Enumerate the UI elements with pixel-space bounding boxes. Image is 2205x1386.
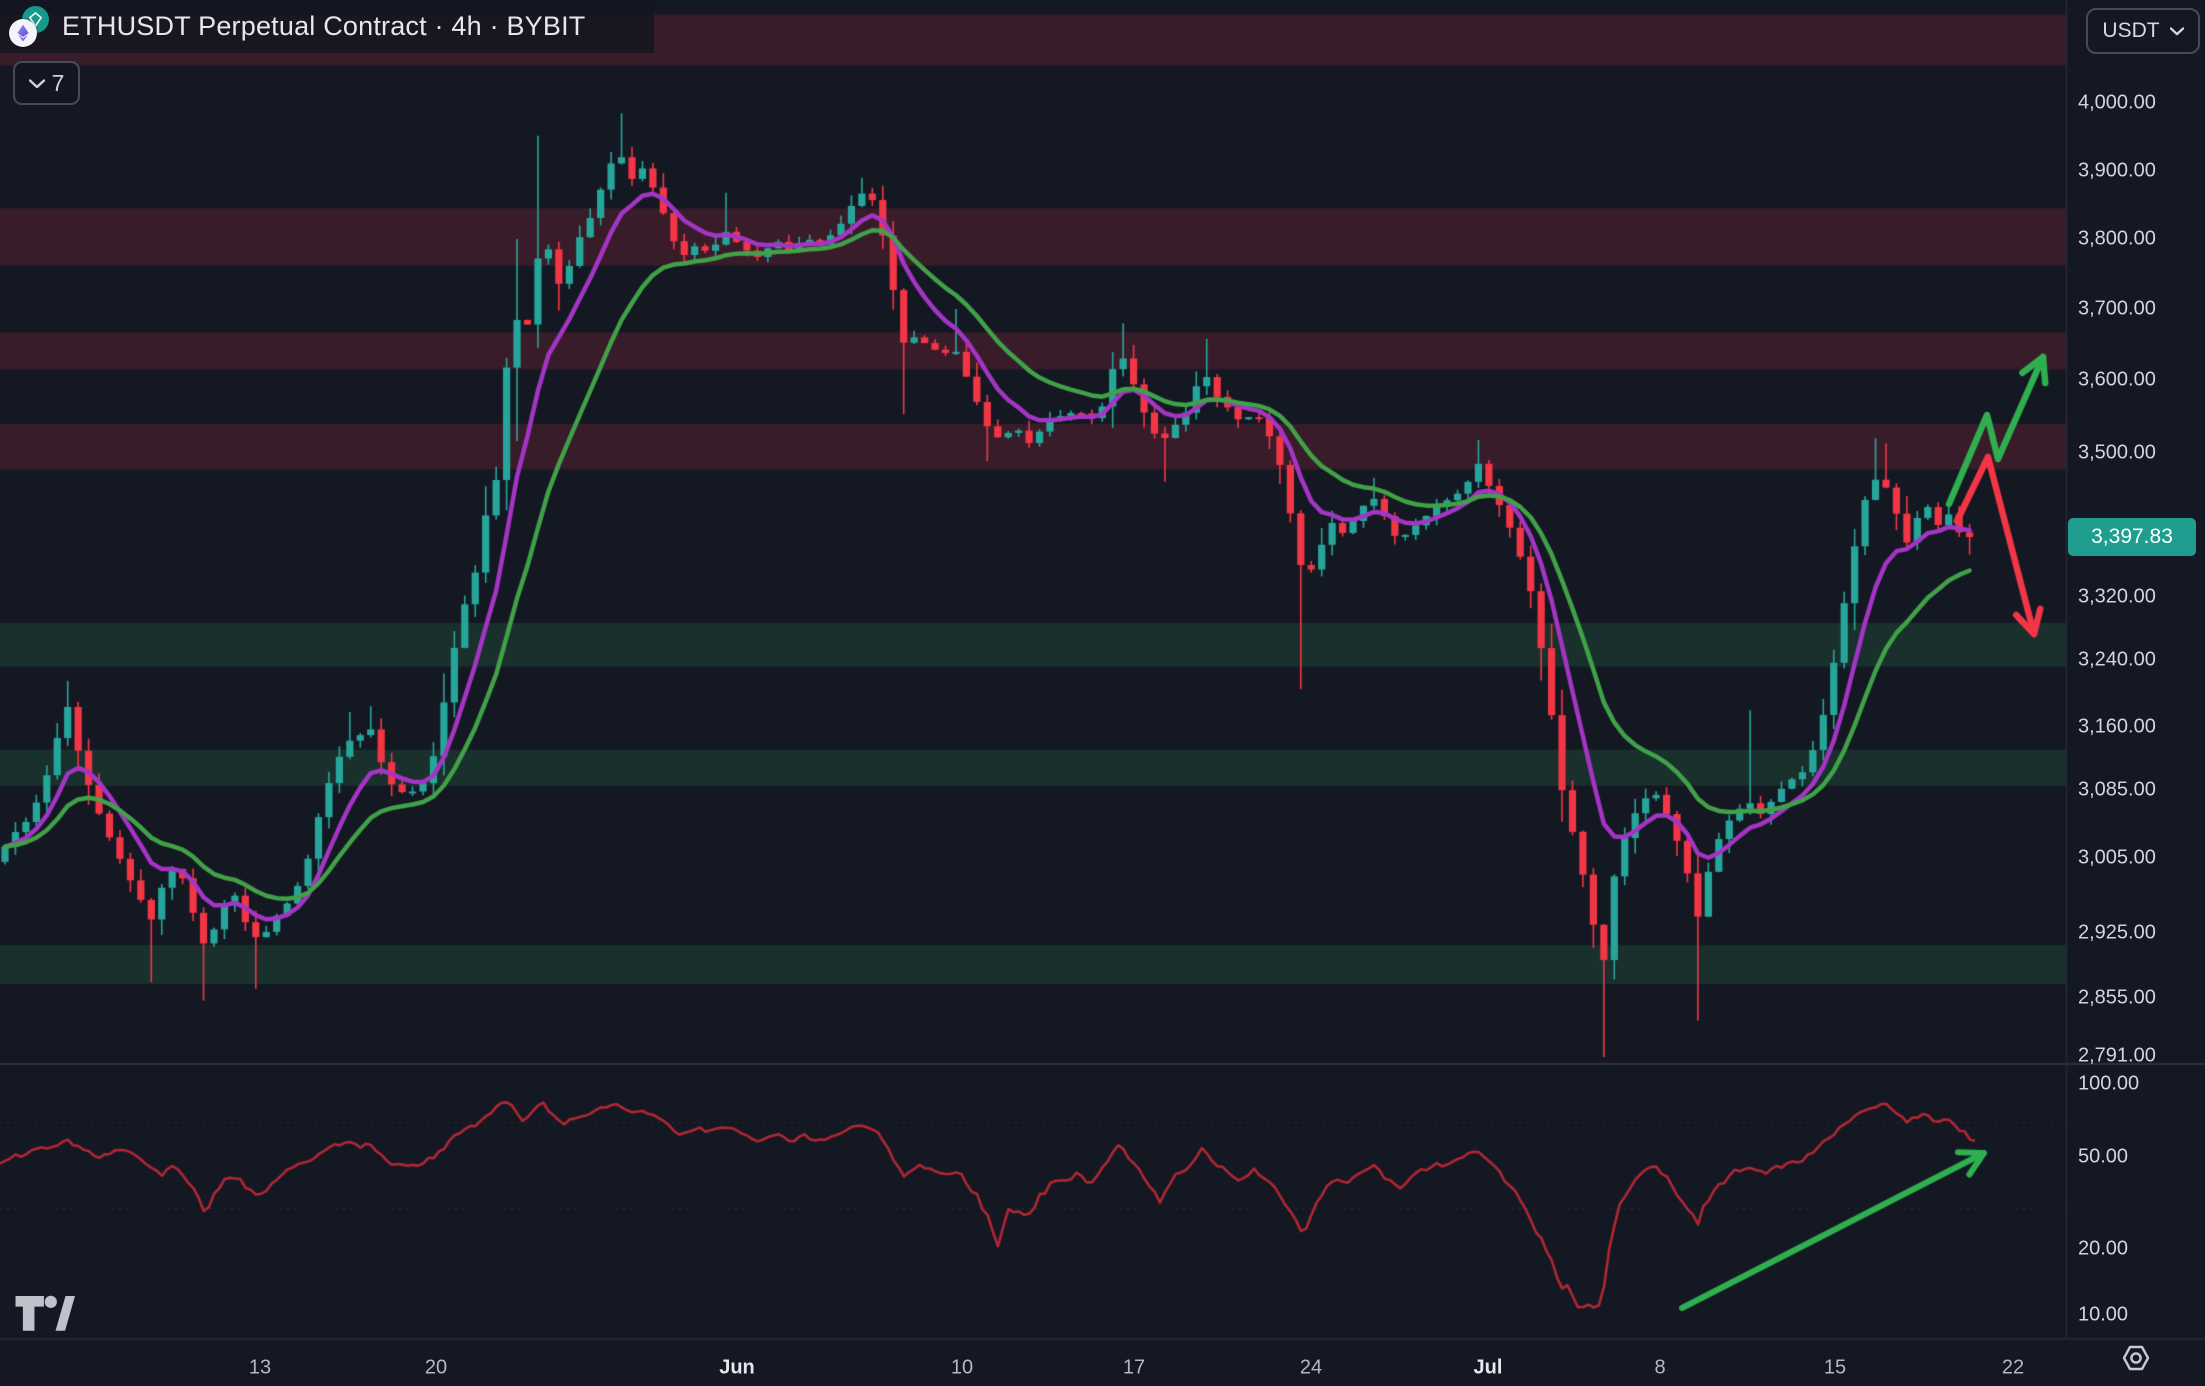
symbol-header: ETHUSDT Perpetual Contract · 4h · BYBIT (0, 0, 654, 53)
price-axis-label: 3,160.00 (2078, 715, 2156, 738)
price-axis-label: 4,000.00 (2078, 91, 2156, 114)
pair-logo (4, 1, 56, 53)
time-axis-label: Jun (719, 1356, 755, 1379)
symbol-title[interactable]: ETHUSDT Perpetual Contract · 4h · BYBIT (62, 11, 586, 41)
price-axis-label: 3,600.00 (2078, 368, 2156, 391)
price-axis-label: 3,700.00 (2078, 297, 2156, 320)
chevron-down-icon (28, 79, 45, 89)
time-axis-label: 17 (1122, 1356, 1146, 1379)
last-price-badge: 3,397.83 (2068, 518, 2196, 556)
price-axis-label: 3,240.00 (2078, 648, 2156, 671)
indicator-axis-label: 20.00 (2078, 1237, 2129, 1260)
time-axis-label: 20 (424, 1356, 448, 1379)
eth-logo-icon (9, 18, 37, 47)
price-axis-currency-button[interactable]: USDT (2086, 8, 2200, 54)
indicator-axis-label: 100.00 (2078, 1072, 2140, 1095)
last-price-value: 3,397.83 (2091, 525, 2173, 548)
time-axis-label: 8 (1654, 1356, 1666, 1379)
price-axis-label: 3,320.00 (2078, 585, 2156, 608)
price-axis-label: 3,900.00 (2078, 159, 2156, 182)
settings-gear-icon[interactable] (2119, 1341, 2153, 1375)
price-axis-label: 3,005.00 (2078, 846, 2156, 869)
tradingview-logo[interactable] (14, 1295, 76, 1335)
time-axis-label: 22 (2001, 1356, 2025, 1379)
price-axis-label: 3,800.00 (2078, 227, 2156, 250)
indicator-axis-label: 10.00 (2078, 1303, 2129, 1326)
time-axis-label: 24 (1299, 1356, 1323, 1379)
currency-label: USDT (2102, 19, 2160, 42)
price-axis-label: 2,791.00 (2078, 1044, 2156, 1067)
price-axis-label: 3,500.00 (2078, 441, 2156, 464)
time-axis-label: 15 (1823, 1356, 1847, 1379)
indicator-axis-label: 50.00 (2078, 1145, 2129, 1168)
chevron-down-icon (2169, 26, 2184, 35)
price-axis-label: 3,085.00 (2078, 778, 2156, 801)
hidden-indicators-count: 7 (51, 69, 65, 96)
price-axis-label: 2,855.00 (2078, 986, 2156, 1009)
price-axis-label: 2,925.00 (2078, 921, 2156, 944)
time-axis-label: 13 (248, 1356, 272, 1379)
collapsed-indicators-badge[interactable]: 7 (13, 61, 80, 105)
time-axis-label: 10 (950, 1356, 974, 1379)
time-axis-label: Jul (1473, 1356, 1503, 1379)
